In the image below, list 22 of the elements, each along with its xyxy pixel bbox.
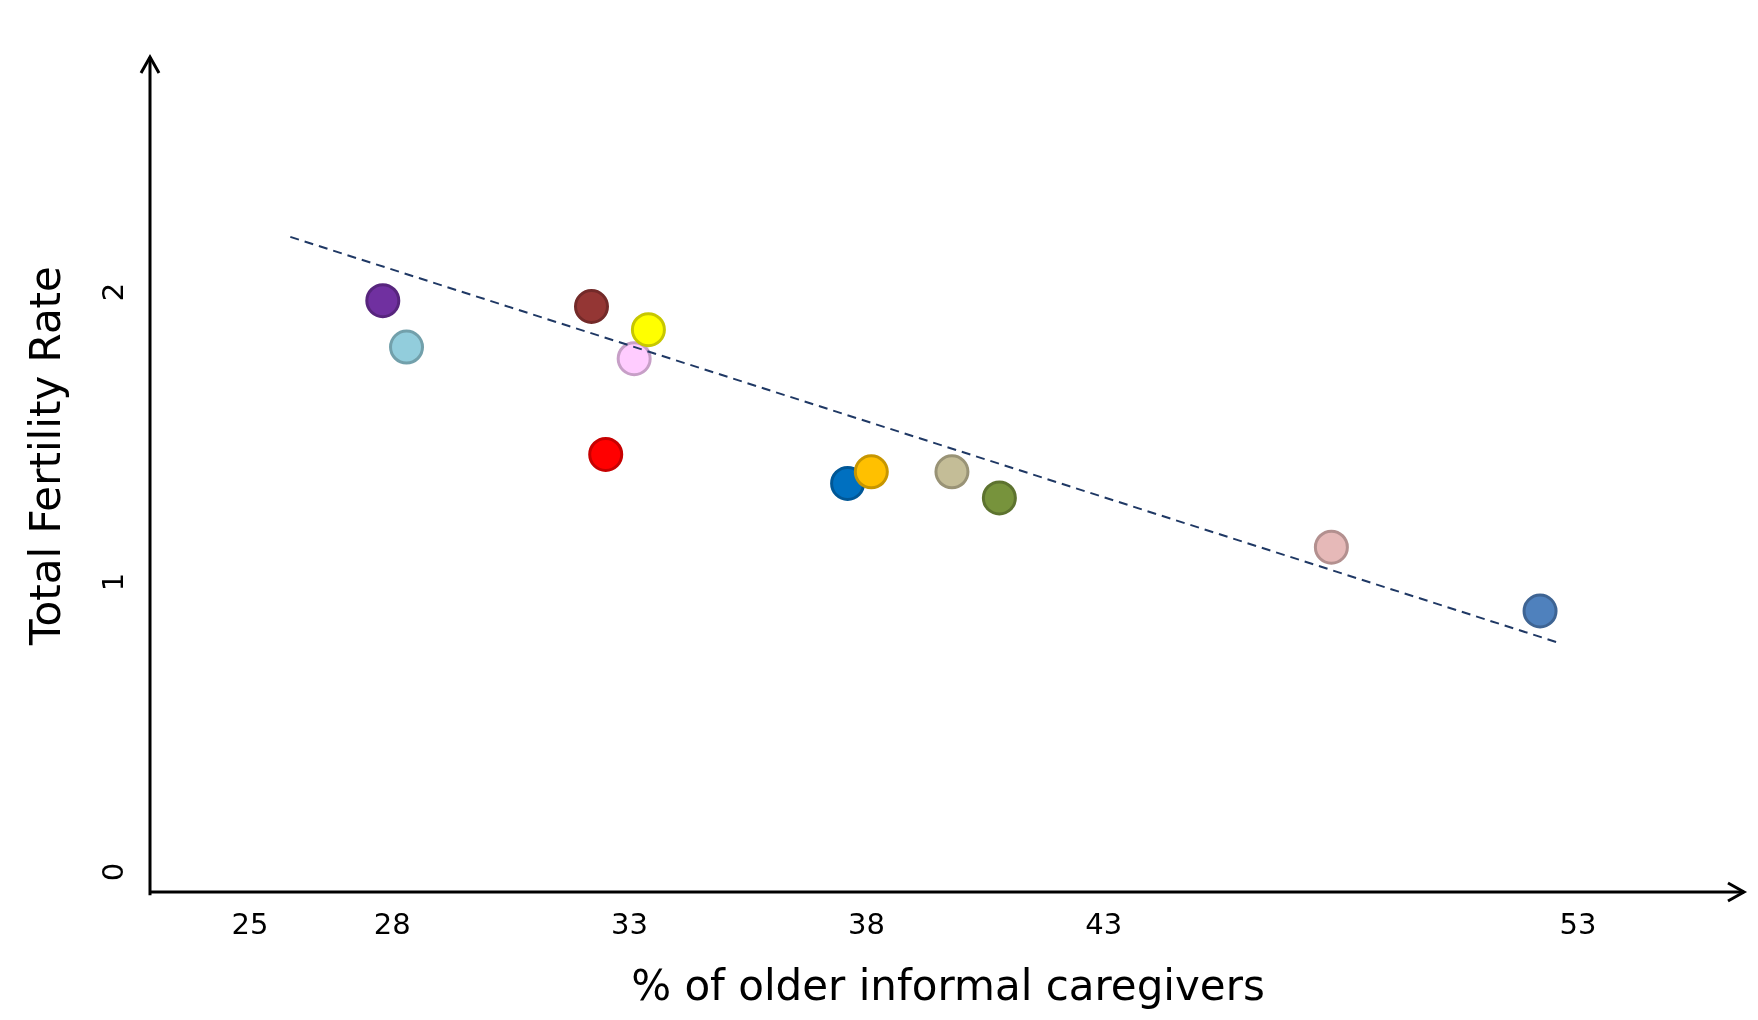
point — [588, 436, 624, 472]
point — [616, 341, 652, 377]
point — [1522, 593, 1558, 629]
point — [365, 283, 401, 319]
point — [1313, 529, 1349, 565]
x-tick-label: 25 — [231, 907, 269, 941]
x-tick-label: 33 — [610, 907, 648, 941]
y-tick-label: 0 — [96, 862, 130, 882]
x-axis-title: % of older informal caregivers — [631, 961, 1265, 1010]
y-axis-title: Total Fertility Rate — [21, 266, 70, 646]
x-tick-label: 28 — [373, 907, 411, 941]
y-tick-label: 1 — [96, 572, 130, 592]
x-tick-label: 53 — [1559, 907, 1597, 941]
point — [934, 454, 970, 490]
point — [981, 480, 1017, 516]
point — [389, 329, 425, 365]
point — [853, 454, 889, 490]
y-tick-label: 2 — [96, 282, 130, 302]
point — [630, 312, 666, 348]
x-tick-label: 43 — [1085, 907, 1123, 941]
point — [573, 289, 609, 324]
x-tick-label: 38 — [848, 907, 886, 941]
